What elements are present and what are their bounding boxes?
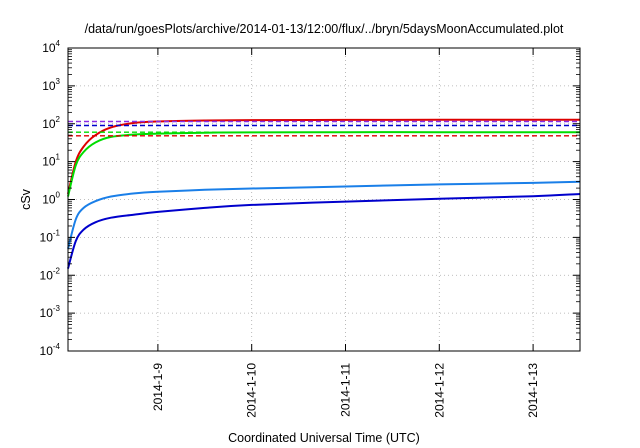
y-tick-label: 10-2 bbox=[40, 266, 61, 282]
x-tick-labels: 2014-1-9 2014-1-10 2014-1-11 2014-1-12 2014-… bbox=[151, 363, 540, 418]
x-axis-label: Coordinated Universal Time (UTC) bbox=[228, 431, 420, 445]
x-tick-label: 2014-1-9 bbox=[151, 363, 165, 411]
y-tick-label: 102 bbox=[42, 115, 60, 131]
y-tick-label: 10-4 bbox=[40, 342, 61, 358]
x-tick-label: 2014-1-13 bbox=[526, 363, 540, 418]
y-tick-label: 103 bbox=[42, 77, 60, 93]
series-group bbox=[67, 118, 581, 269]
ticks bbox=[68, 47, 580, 352]
x-tick-label: 2014-1-11 bbox=[338, 363, 352, 417]
chart-title: /data/run/goesPlots/archive/2014-01-13/1… bbox=[85, 22, 564, 36]
y-tick-label: 104 bbox=[42, 39, 60, 55]
x-tick-label: 2014-1-10 bbox=[245, 363, 259, 418]
series-line-3 bbox=[67, 180, 581, 250]
y-tick-labels: 10-4 10-3 10-2 10-1 100 101 102 103 104 bbox=[40, 39, 61, 358]
y-tick-label: 10-1 bbox=[40, 228, 61, 244]
y-tick-label: 10-3 bbox=[40, 304, 61, 320]
grid bbox=[68, 48, 580, 351]
series-line-4 bbox=[67, 193, 581, 269]
x-tick-label: 2014-1-12 bbox=[432, 363, 446, 418]
y-axis-label: cSv bbox=[19, 188, 33, 210]
y-tick-label: 101 bbox=[42, 153, 60, 169]
y-tick-label: 100 bbox=[42, 191, 60, 207]
